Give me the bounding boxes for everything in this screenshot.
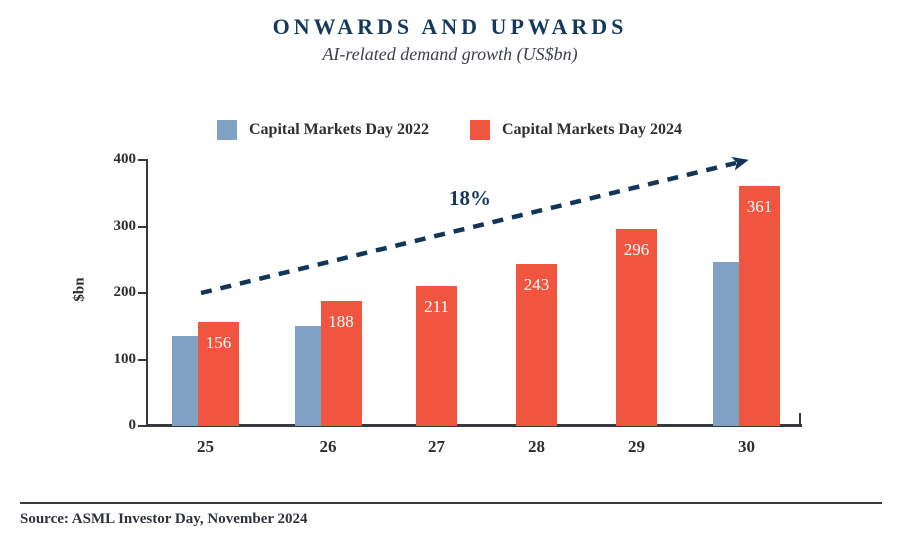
- chart-subtitle: AI-related demand growth (US$bn): [322, 44, 578, 64]
- bar-value-label: 243: [523, 275, 550, 295]
- legend-swatch-2022-icon: [217, 120, 237, 140]
- legend-label-2022: Capital Markets Day 2022: [249, 121, 429, 138]
- bar-2024-30: 361: [739, 185, 780, 426]
- y-tick-mark: [138, 358, 147, 361]
- y-tick-mark: [138, 225, 147, 228]
- legend-item-2024: Capital Markets Day 2024: [470, 119, 682, 141]
- bar-value-label: 296: [623, 240, 650, 260]
- x-tick-label-25: 25: [197, 437, 214, 456]
- x-tick-label-26: 26: [319, 437, 337, 456]
- bar-2022-25: [172, 336, 198, 426]
- growth-annotation: 18%: [449, 186, 491, 210]
- bar-2024-27: 211: [416, 285, 457, 426]
- bar-2024-26: 188: [320, 300, 362, 426]
- y-tick-label: 400: [113, 151, 137, 167]
- y-tick-label: 0: [128, 417, 137, 433]
- bar-2022-26: [294, 326, 321, 426]
- y-axis-spine: [146, 159, 148, 427]
- chart-title: ONWARDS AND UPWARDS: [272, 14, 628, 39]
- y-tick-mark: [138, 292, 147, 294]
- x-tick-label-28: 28: [528, 437, 545, 456]
- legend-swatch-2024-icon: [470, 120, 490, 140]
- footer-divider: [20, 502, 882, 504]
- y-tick-label: 300: [113, 217, 137, 234]
- bar-2024-28: 243: [516, 264, 557, 426]
- x-tick-label-30: 30: [738, 437, 755, 456]
- bar-value-label: 188: [328, 311, 354, 331]
- x-axis-line: [146, 424, 802, 427]
- y-tick-label: 200: [113, 284, 137, 300]
- y-tick-label: 100: [113, 350, 137, 367]
- x-tick-label-27: 27: [428, 437, 445, 456]
- bar-value-label: 361: [746, 196, 773, 216]
- legend-item-2022: Capital Markets Day 2022: [217, 119, 429, 141]
- right-axis-stub: [799, 413, 801, 427]
- source-note: Source: ASML Investor Day, November 2024: [20, 511, 308, 527]
- bar-2024-29: 296: [616, 229, 657, 426]
- bar-2024-25: 156: [198, 322, 239, 426]
- x-tick-label-29: 29: [628, 437, 645, 456]
- bar-value-label: 156: [205, 333, 232, 353]
- legend-label-2024: Capital Markets Day 2024: [502, 121, 682, 138]
- bar-value-label: 211: [424, 296, 449, 316]
- y-tick-mark: [138, 159, 147, 161]
- y-tick-mark: [138, 425, 147, 427]
- bar-2022-30: [713, 261, 739, 426]
